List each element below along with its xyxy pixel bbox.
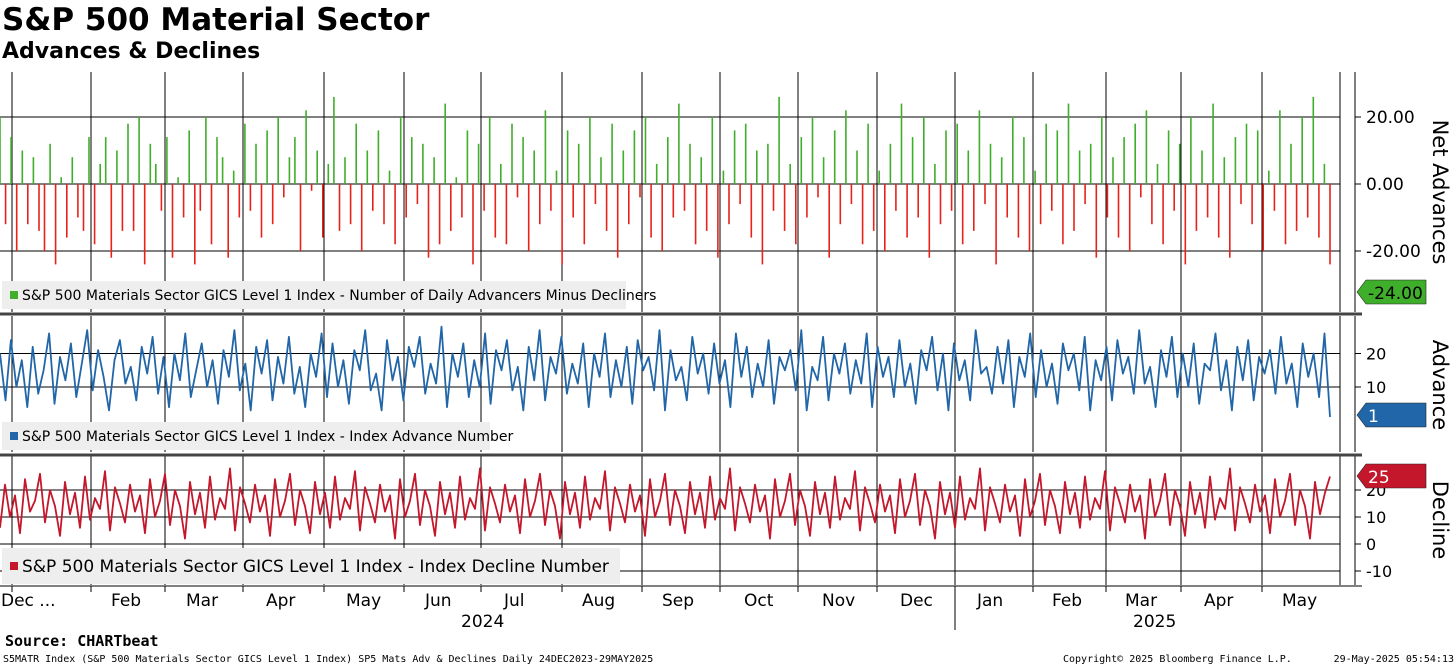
x-month-label: Jul: [503, 591, 525, 611]
net-legend-swatch: [10, 291, 18, 299]
decline-last-value-badge-label: 25: [1368, 468, 1390, 488]
y-tick-label: 10: [1366, 508, 1386, 527]
footer-timestamp: 29-May-2025 05:54:13: [1333, 654, 1454, 665]
x-month-label: Feb: [1052, 591, 1082, 611]
y-tick-label: 20: [1366, 345, 1386, 364]
x-month-label: Mar: [1125, 591, 1157, 611]
footer-copyright: Copyright© 2025 Bloomberg Finance L.P.: [1063, 654, 1292, 665]
net-legend-text: S&P 500 Materials Sector GICS Level 1 In…: [22, 288, 656, 304]
decline-legend-swatch: [10, 562, 18, 570]
advance-legend-swatch: [10, 432, 18, 440]
grid-layer: [0, 72, 1362, 630]
advance-last-value-badge-label: 1: [1368, 407, 1379, 427]
chart-subtitle: Advances & Declines: [2, 39, 261, 64]
x-month-label: Nov: [822, 591, 855, 611]
y-tick-label: 20.00: [1366, 108, 1415, 128]
x-month-label: Aug: [582, 591, 615, 611]
x-month-label: Dec: [900, 591, 933, 611]
x-month-label: May: [1282, 591, 1317, 611]
x-month-label: Dec ...: [1, 591, 56, 611]
decline-legend-text: S&P 500 Materials Sector GICS Level 1 In…: [22, 557, 609, 577]
decline-last-value-badge: [1356, 463, 1427, 489]
decline-line: [0, 467, 1331, 540]
x-year-label: 2025: [1133, 612, 1176, 632]
net-legend-box: [2, 281, 626, 309]
x-month-label: Jun: [424, 591, 452, 611]
x-month-label: Jan: [976, 591, 1003, 611]
decline-axis-title: Decline: [1428, 481, 1452, 560]
x-month-label: Sep: [662, 591, 694, 611]
y-tick-label: 10: [1366, 378, 1386, 397]
x-month-label: Oct: [744, 591, 774, 611]
net-last-value-badge: [1356, 279, 1427, 305]
x-month-label: Mar: [186, 591, 218, 611]
y-tick-label: 0: [1366, 535, 1376, 554]
x-year-label: 2024: [461, 612, 504, 632]
net-axis-title: Net Advances: [1428, 120, 1452, 265]
advance-legend-text: S&P 500 Materials Sector GICS Level 1 In…: [22, 429, 513, 445]
advance-line: [0, 325, 1331, 418]
y-tick-label: 0.00: [1366, 175, 1404, 195]
x-month-label: May: [346, 591, 381, 611]
chart-title: S&P 500 Material Sector: [2, 2, 430, 38]
decline-legend-box: [2, 548, 620, 584]
mark-layer: [0, 96, 1331, 540]
x-month-label: Apr: [1204, 591, 1233, 611]
advance-last-value-badge: [1356, 402, 1427, 428]
advance-legend-box: [2, 422, 490, 450]
x-month-label: Feb: [111, 591, 141, 611]
advance-axis-title: Advance: [1428, 340, 1452, 430]
y-tick-label: -10: [1366, 562, 1392, 581]
footer-description: S5MATR Index (S&P 500 Materials Sector G…: [3, 654, 654, 665]
source-note: Source: CHARTbeat: [5, 632, 159, 650]
net-last-value-badge-label: -24.00: [1368, 284, 1423, 304]
y-tick-label: -20.00: [1366, 242, 1421, 262]
x-month-label: Apr: [266, 591, 295, 611]
